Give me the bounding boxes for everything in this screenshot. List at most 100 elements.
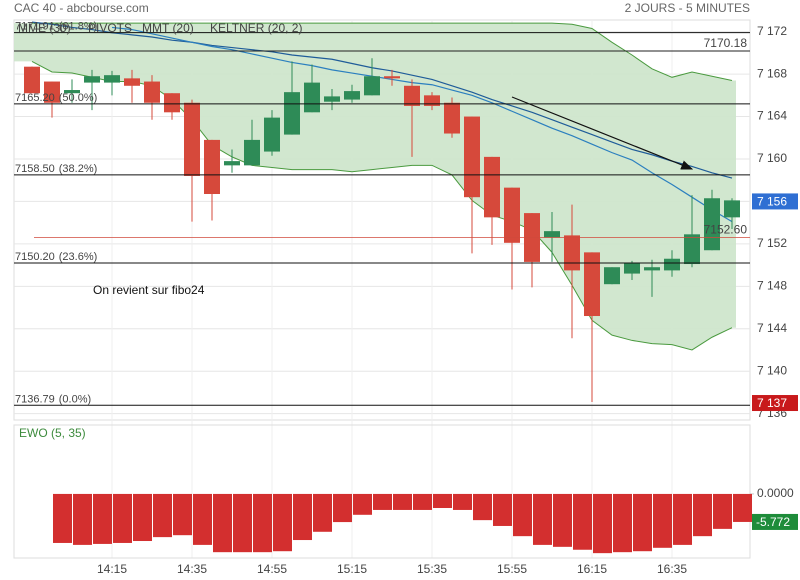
candle-body (124, 78, 140, 86)
x-tick-label: 16:15 (577, 562, 607, 576)
candle-body (64, 90, 80, 94)
candle-body (484, 156, 500, 218)
candle-body (324, 96, 340, 102)
bar (113, 493, 132, 543)
candle-body (504, 187, 520, 243)
bar (93, 493, 112, 544)
candle-body (344, 91, 360, 100)
pivot-ratio: (23.6%) (59, 251, 98, 263)
price-tag (752, 395, 798, 412)
candle-body (204, 139, 220, 195)
moving-average (111, 26, 733, 223)
bar (693, 493, 712, 537)
candle-body (304, 82, 320, 113)
panel-frame (13, 424, 751, 559)
y-tick-label: 7 148 (757, 278, 787, 292)
trend-arrow (511, 96, 694, 170)
price-tag (752, 193, 798, 210)
legend-entry: MME (30) (18, 21, 71, 35)
annotation: On revient sur fibo24 (93, 283, 205, 297)
bar (353, 493, 372, 515)
bar (333, 493, 352, 523)
y-tick-label: 7 144 (757, 321, 787, 335)
bar (373, 493, 392, 510)
candle-body (444, 102, 460, 134)
bar (493, 493, 512, 526)
candle-body (564, 235, 580, 271)
level-label: 7170.18 (704, 36, 748, 50)
bar (593, 493, 612, 554)
bar (233, 493, 252, 553)
candle-body (364, 76, 380, 96)
value-tag (752, 513, 798, 530)
y-tick-label: 7 164 (757, 109, 787, 123)
bar (313, 493, 332, 532)
bar (253, 493, 272, 553)
pivot-label: 7150.20 (23.6%) (15, 251, 97, 263)
pivot-value: 7158.50 (15, 163, 55, 175)
candle-body (184, 102, 200, 176)
y-tick-label: 0.0000 (757, 486, 794, 500)
candle-body (84, 76, 100, 83)
pivot-value: 7165.20 (15, 92, 55, 104)
pivot-ratio: (61.8%) (59, 21, 98, 33)
candle-body (624, 262, 640, 274)
pivot-value: 7136.79 (15, 393, 55, 405)
level-label: 7152.60 (704, 223, 748, 237)
bar (533, 493, 552, 545)
plot-area (14, 21, 740, 402)
chart-title: CAC 40 - abcbourse.com (14, 1, 149, 15)
bar (713, 493, 732, 529)
pivot-label: 7136.79 (0.0%) (15, 393, 91, 405)
candle-body (244, 139, 260, 166)
pivot-ratio: (0.0%) (59, 393, 91, 405)
bar (633, 493, 652, 552)
pivot-label: 7171.91 (61.8%) (15, 21, 97, 33)
x-tick-label: 15:35 (417, 562, 447, 576)
y-tick-label: 7 152 (757, 236, 787, 250)
candle-body (24, 66, 40, 94)
x-tick-label: 15:55 (497, 562, 527, 576)
candle-body (424, 95, 440, 106)
pivot-value: 7171.91 (15, 21, 55, 33)
x-tick-label: 14:55 (257, 562, 287, 576)
ewo-plot: EWO (5, 35) 0.0000 -5.772 (13, 424, 798, 559)
candle-body (404, 85, 420, 106)
keltner-upper (32, 22, 733, 81)
candle-body (584, 252, 600, 317)
candle-body (144, 81, 160, 103)
price-tag-label: 7 137 (757, 396, 787, 410)
candle-body (684, 234, 700, 265)
bar (733, 493, 752, 522)
y-tick-label: 7 172 (757, 24, 787, 38)
bar (153, 493, 172, 538)
bar (413, 493, 432, 510)
candle-body (284, 92, 300, 135)
bar (193, 493, 212, 545)
chart-subtitle: 2 JOURS - 5 MINUTES (625, 1, 750, 15)
candle-body (164, 93, 180, 113)
bar (513, 493, 532, 537)
bar (213, 493, 232, 553)
bar (553, 493, 572, 547)
bar (173, 493, 192, 536)
bar (473, 493, 492, 521)
price-tag-label: 7 156 (757, 195, 787, 209)
x-tick-label: 15:15 (337, 562, 367, 576)
bar (393, 493, 412, 510)
bar (453, 493, 472, 510)
pivot-ratio: (38.2%) (59, 163, 98, 175)
candle-body (664, 258, 680, 271)
x-tick-label: 16:35 (657, 562, 687, 576)
candle-body (464, 116, 480, 198)
bar (613, 493, 632, 553)
candle-body (604, 267, 620, 285)
bar (573, 493, 592, 550)
panel-title: EWO (5, 35) (19, 426, 86, 440)
y-tick-label: 7 168 (757, 66, 787, 80)
x-tick-label: 14:35 (177, 562, 207, 576)
bar (273, 493, 292, 552)
candle-body (224, 161, 240, 166)
candle-body (44, 81, 60, 103)
y-tick-label: 7 160 (757, 151, 787, 165)
